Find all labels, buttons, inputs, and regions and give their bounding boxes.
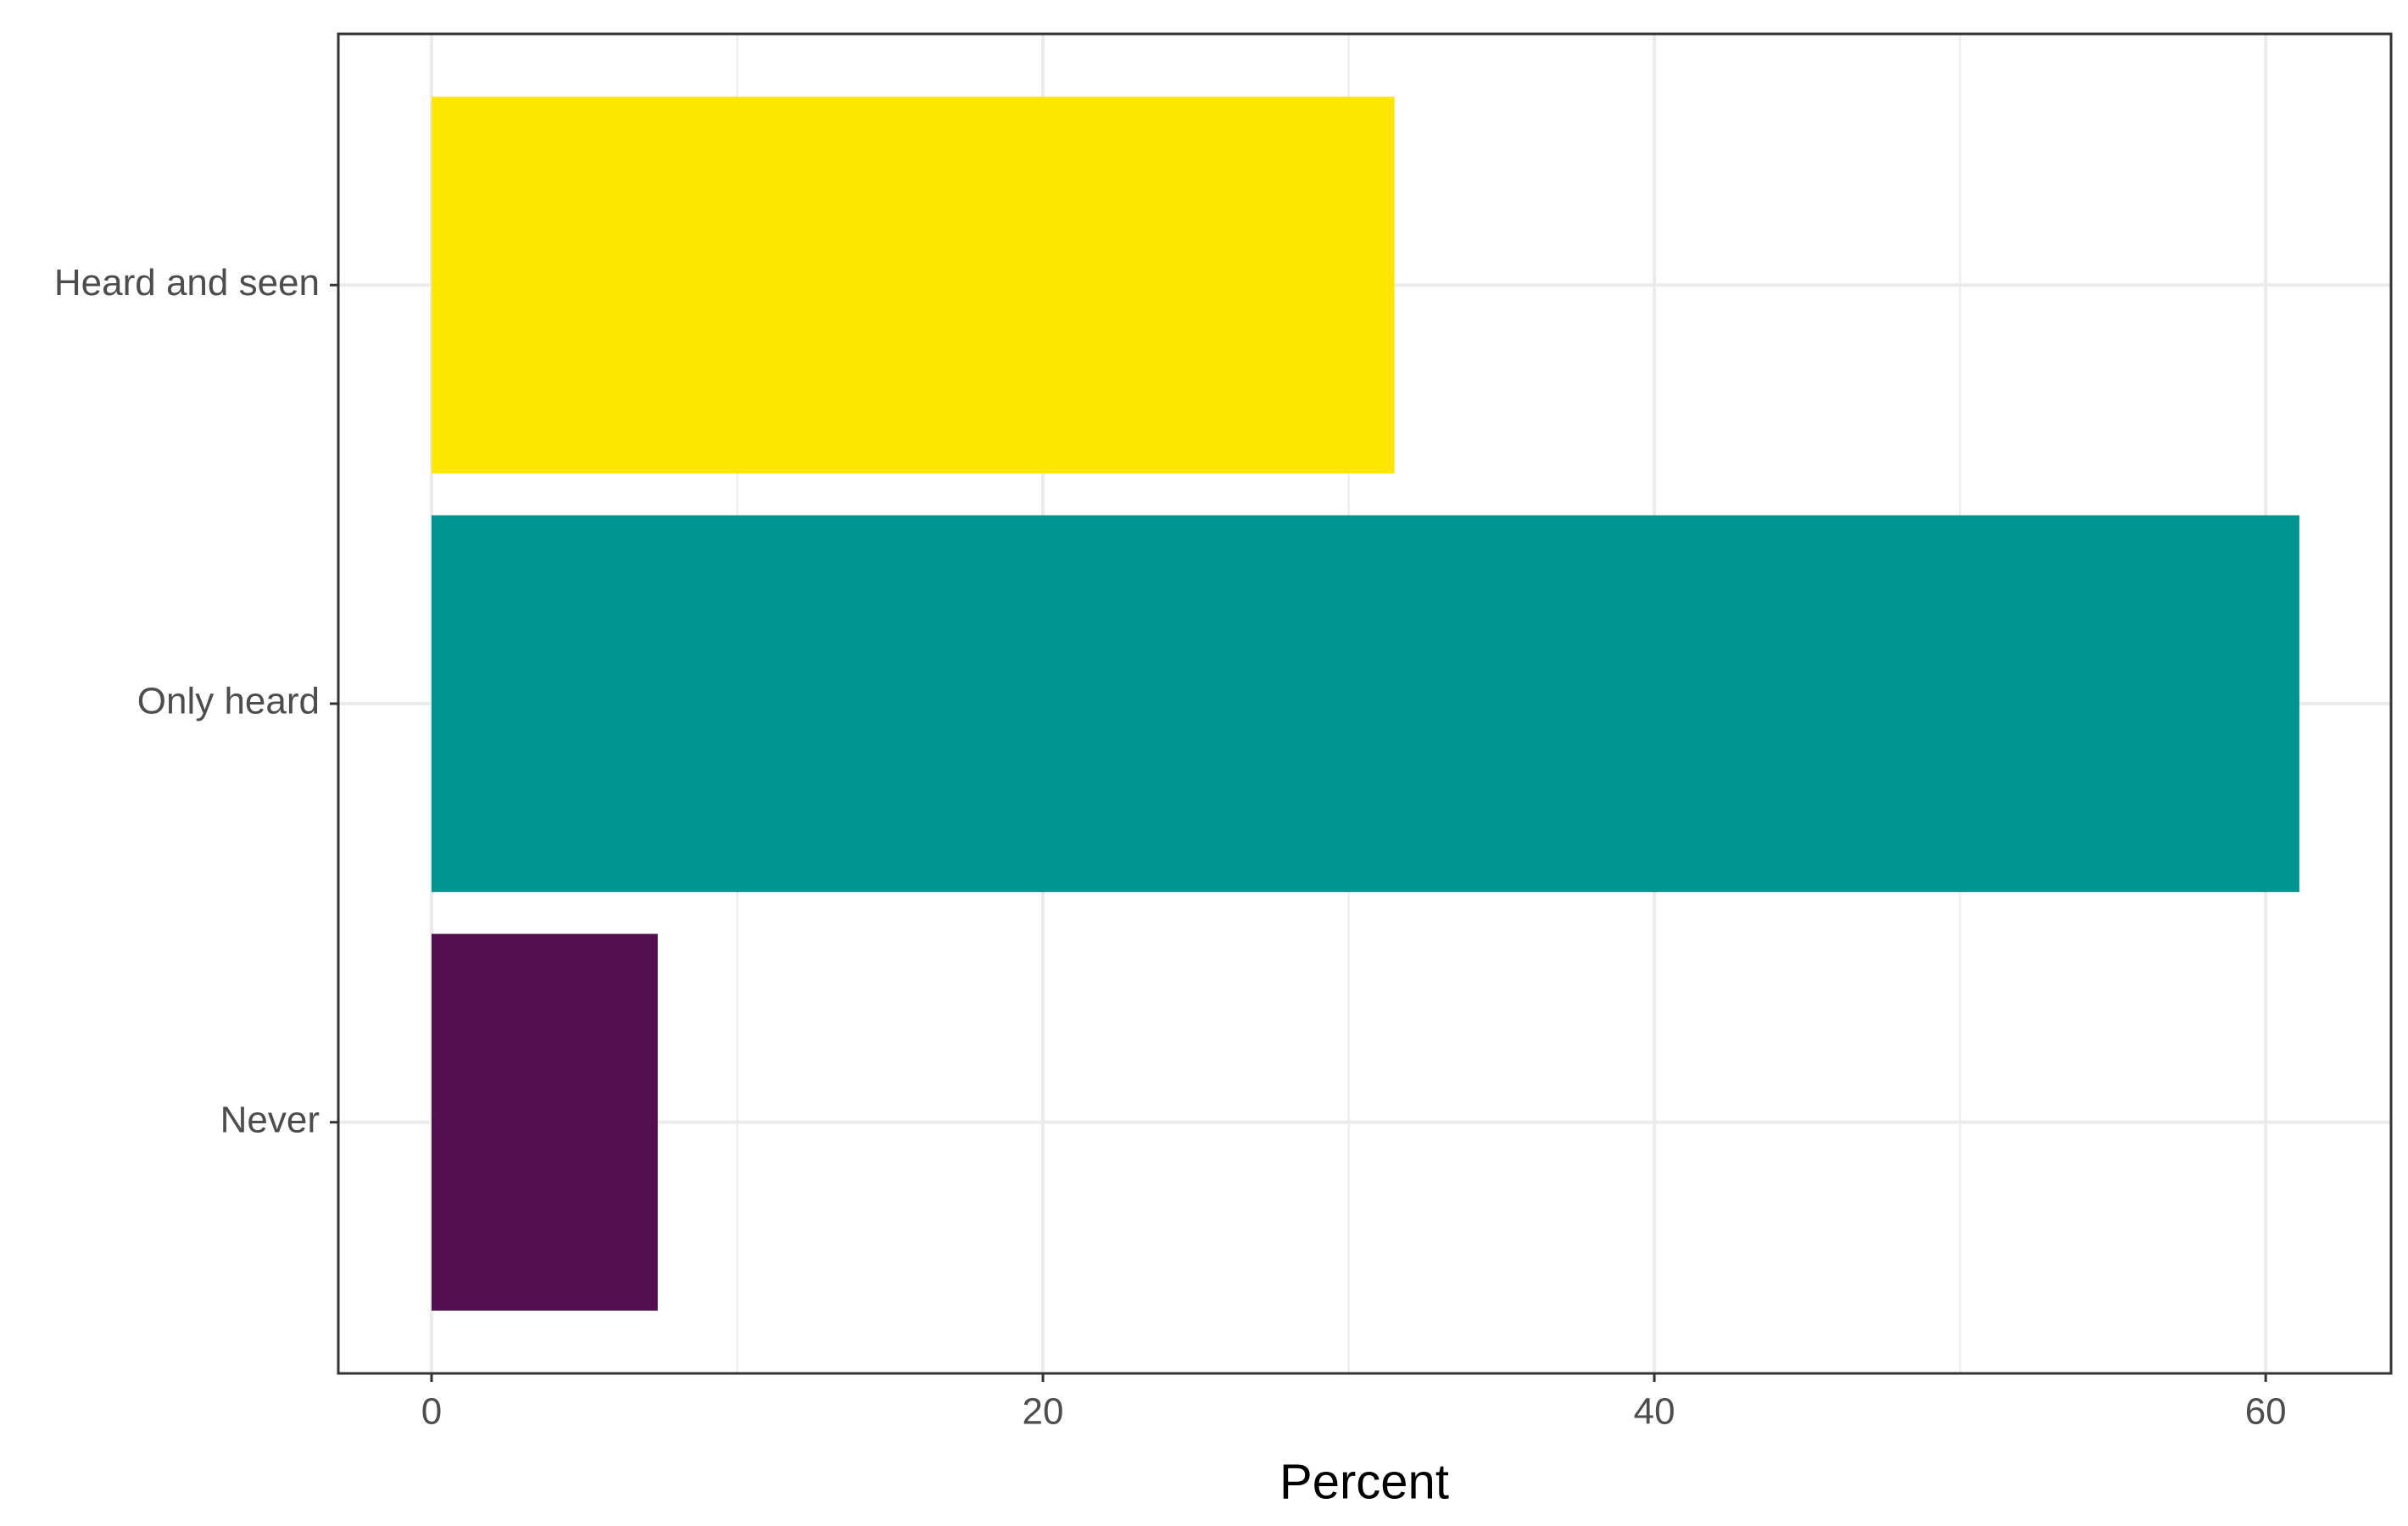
bar: [431, 515, 2299, 893]
x-tick-label: 40: [1634, 1391, 1675, 1433]
x-axis-title: Percent: [1279, 1454, 1449, 1509]
x-tick-label: 20: [1023, 1391, 1064, 1433]
x-tick-label: 0: [421, 1391, 442, 1433]
y-tick-label: Heard and seen: [54, 262, 320, 304]
panel-border: [337, 32, 2393, 1375]
bar: [431, 97, 1395, 474]
y-tick-label: Never: [220, 1099, 320, 1140]
bar: [431, 933, 658, 1311]
y-tick-label: Only heard: [137, 681, 320, 722]
x-tick-label: 60: [2245, 1391, 2287, 1433]
